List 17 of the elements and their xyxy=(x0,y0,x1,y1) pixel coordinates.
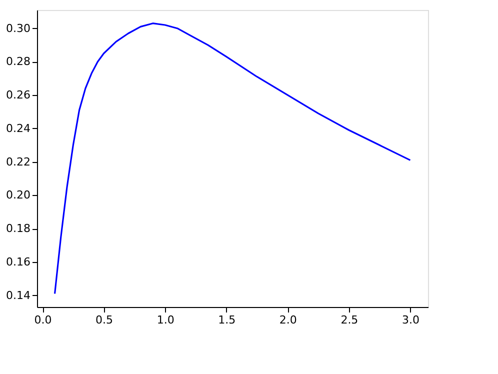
y-tick-label: 0.14 xyxy=(6,288,30,302)
x-tick-label: 1.5 xyxy=(218,314,236,326)
line-series xyxy=(54,22,412,294)
y-tick-label: 0.28 xyxy=(6,55,30,68)
x-tick-label: 0.0 xyxy=(34,314,52,326)
y-tick-label: 0.24 xyxy=(6,122,30,135)
x-tick-label: 2.0 xyxy=(279,314,297,326)
x-tick-label: 2.5 xyxy=(340,314,358,326)
y-tick-label: 0.16 xyxy=(6,255,30,268)
y-tick-label: 0.20 xyxy=(6,188,30,202)
y-tick-label: 0.30 xyxy=(6,22,30,35)
x-tick-label: 1.0 xyxy=(156,314,174,326)
x-tick-label: 3.0 xyxy=(402,314,420,326)
x-tick-label: 0.5 xyxy=(96,314,114,326)
y-tick-label: 0.18 xyxy=(6,222,30,236)
y-tick-label: 0.22 xyxy=(6,155,30,168)
y-tick-label: 0.26 xyxy=(6,88,30,102)
